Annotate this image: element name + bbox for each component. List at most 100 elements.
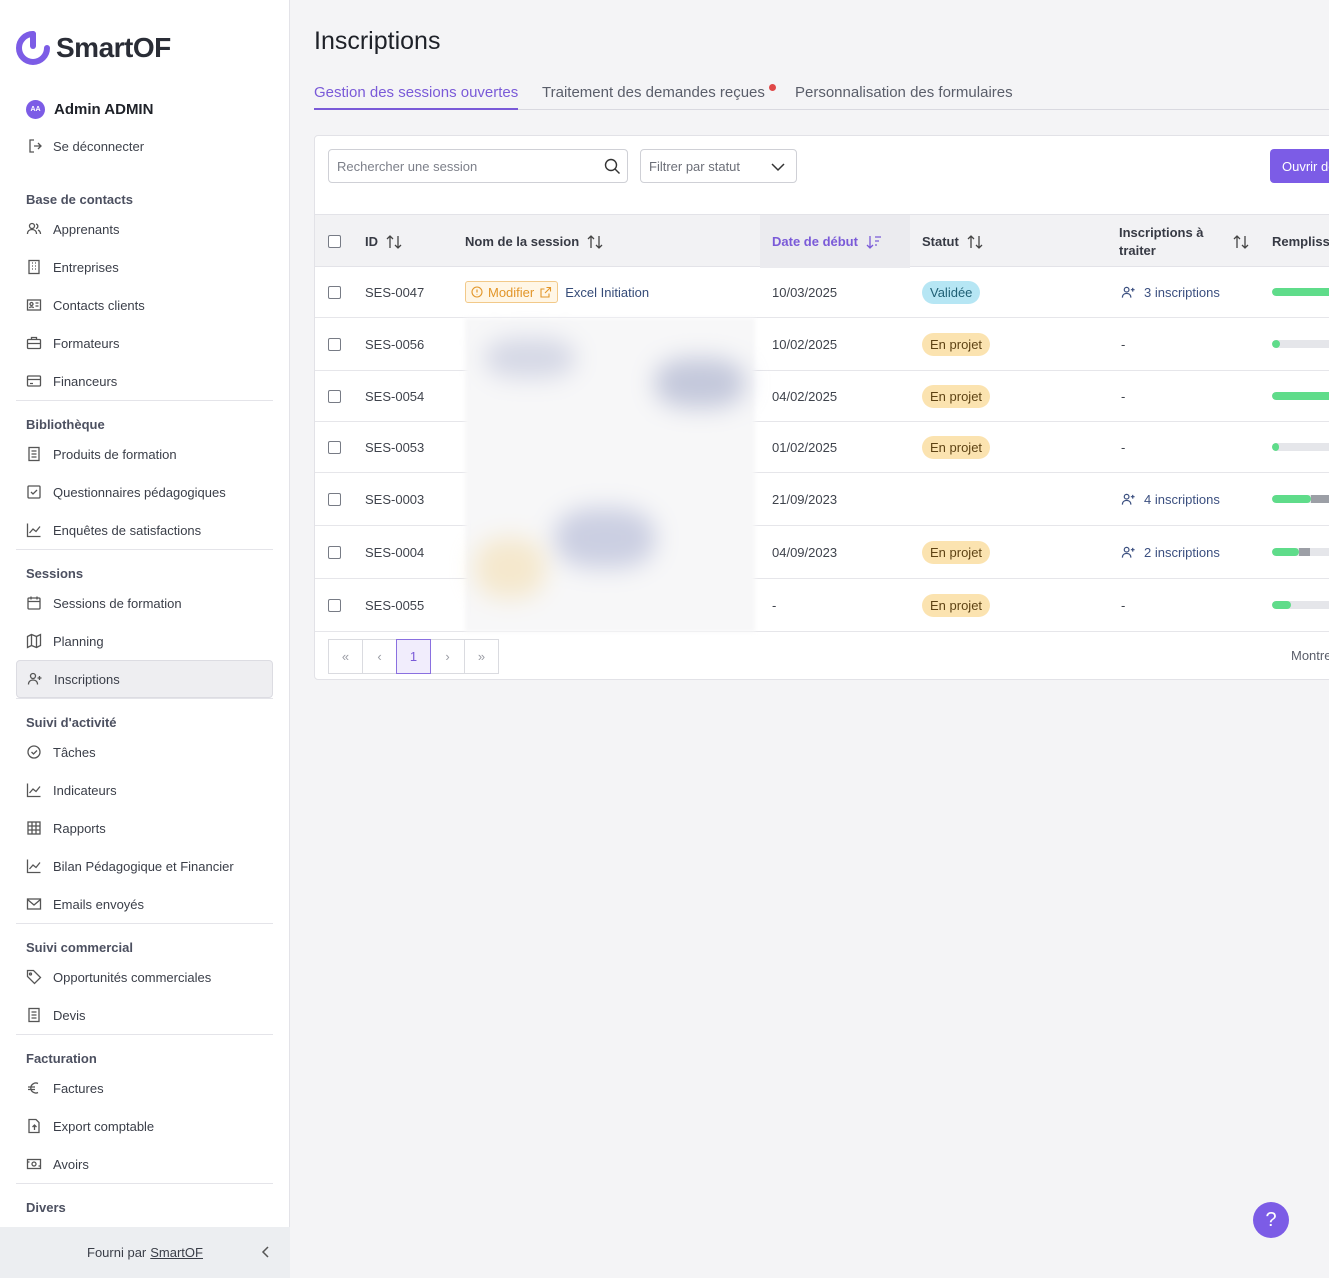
fill-rate-bar bbox=[1272, 443, 1329, 451]
table-row[interactable]: SES-0047 Modifier Excel Initiation 10/03… bbox=[315, 267, 1329, 318]
sidebar-item-indicateurs[interactable]: Indicateurs bbox=[16, 771, 273, 809]
column-label: Remplissa bbox=[1272, 234, 1329, 249]
nav-section-title: Bibliothèque bbox=[26, 416, 105, 432]
nav-section-divers: Divers bbox=[16, 1196, 273, 1218]
row-checkbox[interactable] bbox=[328, 285, 341, 299]
session-name-link[interactable]: Excel Initiation bbox=[565, 284, 650, 300]
page-1-button[interactable]: 1 bbox=[396, 639, 431, 674]
table-row[interactable]: SES-0053 01/02/2025 En projet - bbox=[315, 422, 1329, 473]
calendar-icon bbox=[27, 596, 41, 610]
table-row[interactable]: SES-0004 04/09/2023 En projet 2 inscript… bbox=[315, 526, 1329, 579]
column-inscriptions[interactable]: Inscriptions à traiter bbox=[1119, 215, 1249, 268]
modify-session-tag[interactable]: Modifier bbox=[465, 281, 559, 303]
sidebar-item-taches[interactable]: Tâches bbox=[16, 733, 273, 771]
user-plus-icon bbox=[1121, 493, 1135, 505]
tab-label: Gestion des sessions ouvertes bbox=[314, 84, 519, 101]
sort-icon bbox=[386, 234, 402, 249]
document-icon bbox=[28, 1007, 40, 1023]
fill-rate-bar bbox=[1272, 601, 1329, 609]
nav-section-suivi-commercial: Suivi commercial Opportunités commerciale… bbox=[16, 936, 273, 1034]
sidebar-item-opportunites-commerciales[interactable]: Opportunités commerciales bbox=[16, 958, 273, 996]
inscriptions-link[interactable]: 2 inscriptions bbox=[1121, 545, 1220, 560]
search-input[interactable] bbox=[329, 150, 589, 182]
last-page-button[interactable]: » bbox=[464, 639, 499, 674]
tab-traitement-demandes[interactable]: Traitement des demandes reçues bbox=[542, 84, 776, 110]
grid-icon bbox=[27, 821, 41, 835]
sidebar-item-sessions-de-formation[interactable]: Sessions de formation bbox=[16, 584, 273, 622]
credit-card-icon bbox=[26, 375, 42, 387]
fill-rate-bar bbox=[1272, 288, 1329, 296]
sidebar-item-apprenants[interactable]: Apprenants bbox=[16, 210, 273, 248]
blur-blob bbox=[655, 358, 745, 408]
avatar: AA bbox=[26, 100, 45, 119]
session-id: SES-0055 bbox=[365, 597, 425, 613]
row-checkbox[interactable] bbox=[328, 389, 341, 403]
tab-gestion-sessions[interactable]: Gestion des sessions ouvertes bbox=[314, 84, 519, 110]
open-session-button[interactable]: Ouvrir de bbox=[1270, 149, 1329, 183]
status-filter-select[interactable]: Filtrer par statut bbox=[640, 149, 797, 183]
column-status[interactable]: Statut bbox=[922, 215, 983, 268]
logo[interactable]: SmartOF bbox=[16, 30, 171, 66]
row-checkbox[interactable] bbox=[328, 598, 341, 612]
sidebar-item-label: Entreprises bbox=[53, 259, 119, 275]
search-icon[interactable] bbox=[604, 158, 621, 175]
status-badge: Validée bbox=[922, 280, 981, 304]
checkbox-icon bbox=[27, 485, 41, 499]
column-session-name[interactable]: Nom de la session bbox=[465, 215, 603, 268]
user-profile[interactable]: AA Admin ADMIN bbox=[26, 100, 153, 119]
row-select-cell bbox=[328, 422, 341, 472]
table-row[interactable]: SES-0054 04/02/2025 En projet - bbox=[315, 371, 1329, 422]
chevron-left-icon[interactable] bbox=[260, 1245, 272, 1259]
row-checkbox[interactable] bbox=[328, 545, 341, 559]
sidebar-item-devis[interactable]: Devis bbox=[16, 996, 273, 1034]
sidebar-item-export-comptable[interactable]: Export comptable bbox=[16, 1107, 273, 1145]
column-label: Date de début bbox=[772, 234, 858, 249]
sidebar-item-inscriptions[interactable]: Inscriptions bbox=[16, 660, 273, 698]
sidebar-item-formateurs[interactable]: Formateurs bbox=[16, 324, 273, 362]
fill-rate-cell bbox=[1272, 267, 1329, 317]
sidebar-item-produits-de-formation[interactable]: Produits de formation bbox=[16, 435, 273, 473]
start-date: 10/02/2025 bbox=[772, 336, 838, 352]
footer-smartof-link[interactable]: SmartOF bbox=[150, 1245, 203, 1260]
sidebar-item-enquetes-de-satisfactions[interactable]: Enquêtes de satisfactions bbox=[16, 511, 273, 549]
sidebar-item-entreprises[interactable]: Entreprises bbox=[16, 248, 273, 286]
column-id[interactable]: ID bbox=[365, 215, 402, 268]
inscriptions-cell: - bbox=[1121, 422, 1125, 472]
row-checkbox[interactable] bbox=[328, 492, 341, 506]
previous-page-button[interactable]: ‹ bbox=[362, 639, 397, 674]
fill-rate-bar bbox=[1272, 548, 1329, 556]
fill-rate-bar-fill bbox=[1272, 495, 1311, 503]
inscriptions-link[interactable]: 4 inscriptions bbox=[1121, 492, 1220, 507]
next-page-button[interactable]: › bbox=[430, 639, 465, 674]
status-cell: En projet bbox=[922, 371, 991, 421]
first-page-button[interactable]: « bbox=[328, 639, 363, 674]
row-checkbox[interactable] bbox=[328, 337, 341, 351]
sidebar-item-emails-envoyes[interactable]: Emails envoyés bbox=[16, 885, 273, 923]
sidebar-item-avoirs[interactable]: Avoirs bbox=[16, 1145, 273, 1183]
table-row[interactable]: SES-0056 10/02/2025 En projet - bbox=[315, 318, 1329, 371]
inscriptions-link[interactable]: 3 inscriptions bbox=[1121, 285, 1220, 300]
sidebar-item-financeurs[interactable]: Financeurs bbox=[16, 362, 273, 400]
inscriptions-cell: - bbox=[1121, 371, 1125, 421]
chart-line-icon bbox=[26, 859, 41, 874]
help-button[interactable]: ? bbox=[1253, 1202, 1289, 1238]
sidebar-item-questionnaires-pedagogiques[interactable]: Questionnaires pédagogiques bbox=[16, 473, 273, 511]
sidebar-item-planning[interactable]: Planning bbox=[16, 622, 273, 660]
row-checkbox[interactable] bbox=[328, 440, 341, 454]
column-start-date[interactable]: Date de début bbox=[760, 215, 910, 268]
logout-button[interactable]: Se déconnecter bbox=[28, 138, 144, 154]
logout-label: Se déconnecter bbox=[53, 138, 145, 154]
sidebar-item-bilan-pedagogique-et-financier[interactable]: Bilan Pédagogique et Financier bbox=[16, 847, 273, 885]
sidebar-item-label: Tâches bbox=[53, 744, 96, 760]
start-date: - bbox=[772, 597, 777, 613]
select-all-checkbox[interactable] bbox=[328, 235, 341, 248]
sidebar-item-rapports[interactable]: Rapports bbox=[16, 809, 273, 847]
tab-personnalisation-formulaires[interactable]: Personnalisation des formulaires bbox=[795, 84, 1013, 110]
sidebar-item-factures[interactable]: Factures bbox=[16, 1069, 273, 1107]
row-select-cell bbox=[328, 473, 341, 525]
sidebar-item-contacts-clients[interactable]: Contacts clients bbox=[16, 286, 273, 324]
table-row[interactable]: SES-0003 21/09/2023 4 inscriptions bbox=[315, 473, 1329, 526]
table-row[interactable]: SES-0055 - En projet - bbox=[315, 579, 1329, 632]
external-link-icon bbox=[540, 286, 552, 298]
column-remplissage[interactable]: Remplissa bbox=[1272, 215, 1329, 268]
